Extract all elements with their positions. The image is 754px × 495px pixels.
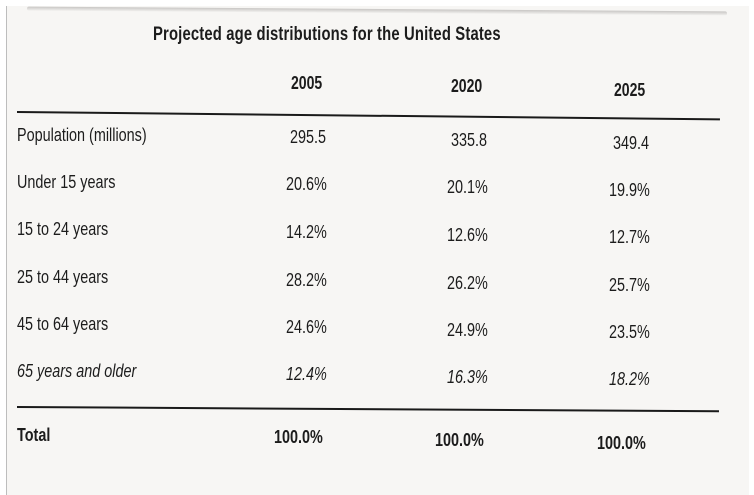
table-title: Projected age distributions for the Unit… [153,24,501,45]
cell-population-2005: 295.5 [290,127,327,147]
cell-population-2025: 349.4 [613,133,650,153]
cell-65-and-older-2025: 18.2% [609,369,650,389]
cell-under-15-2025: 19.9% [609,180,650,200]
cell-65-and-older-2020: 16.3% [447,367,488,387]
cell-25-to-44-2005: 28.2% [286,270,327,290]
cell-under-15-2020: 20.1% [447,177,488,197]
row-label-population: Population (millions) [17,125,147,145]
scanned-page: Projected age distributions for the Unit… [6,6,749,495]
cell-population-2020: 335.8 [451,130,488,150]
cell-45-to-64-2025: 23.5% [609,322,650,342]
cell-total-2020: 100.0% [435,430,484,450]
cell-total-2025: 100.0% [597,433,646,453]
cell-15-to-24-2005: 14.2% [286,222,327,242]
row-label-45-to-64: 45 to 64 years [17,314,109,334]
cell-15-to-24-2025: 12.7% [609,227,650,247]
page-top-edge [26,6,728,16]
row-label-25-to-44: 25 to 44 years [17,267,109,287]
cell-45-to-64-2020: 24.9% [447,320,488,340]
cell-45-to-64-2005: 24.6% [286,317,327,337]
cell-65-and-older-2005: 12.4% [286,364,327,384]
cell-25-to-44-2020: 26.2% [447,273,488,293]
row-label-total: Total [17,425,51,445]
cell-15-to-24-2020: 12.6% [447,225,488,245]
header-rule [16,111,720,121]
column-header-2005: 2005 [291,73,323,93]
cell-under-15-2005: 20.6% [286,174,327,194]
column-header-2020: 2020 [451,76,483,96]
total-rule [16,406,719,412]
row-label-under-15: Under 15 years [17,172,116,192]
row-label-65-and-older: 65 years and older [17,361,137,381]
cell-total-2005: 100.0% [274,427,323,447]
row-label-15-to-24: 15 to 24 years [17,219,109,239]
cell-25-to-44-2025: 25.7% [609,275,650,295]
column-header-2025: 2025 [614,80,646,100]
